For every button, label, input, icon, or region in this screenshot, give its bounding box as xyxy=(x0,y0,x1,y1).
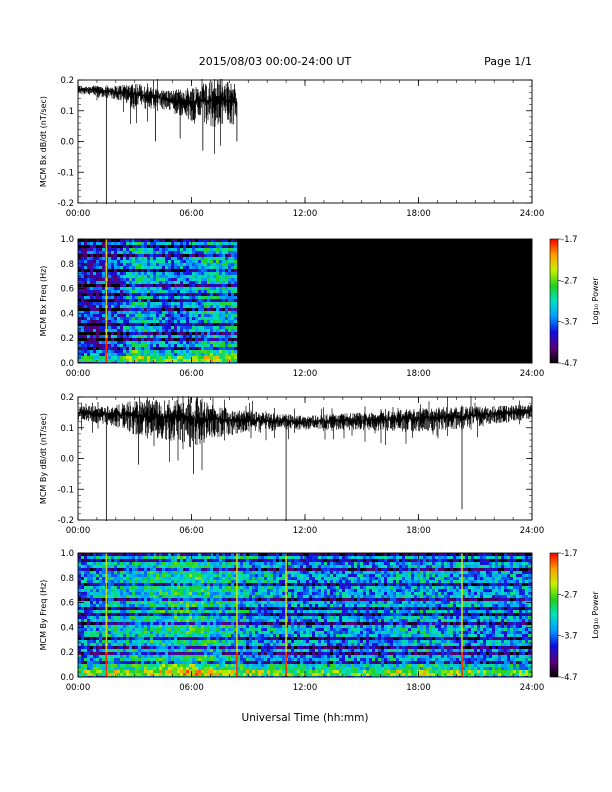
page-title: 2015/08/03 00:00-24:00 UT xyxy=(199,55,352,68)
y-tick-label: 0.6 xyxy=(60,599,74,609)
colorbar-tick-label: -3.7 xyxy=(561,632,578,642)
spectrogram-cells xyxy=(78,553,533,678)
colorbar-tick-label: -4.7 xyxy=(561,359,578,369)
colorbar-tick-label: -1.7 xyxy=(561,549,578,559)
spike-band-low xyxy=(105,652,108,677)
trace-group xyxy=(78,79,238,204)
colorbar-tick-label: -4.7 xyxy=(561,673,578,683)
x-tick-label: 06:00 xyxy=(179,209,204,219)
x-tick-label: 24:00 xyxy=(520,369,545,379)
x-tick-label: 00:00 xyxy=(66,683,91,693)
x-tick-label: 00:00 xyxy=(66,526,91,536)
y-tick-label: 0.8 xyxy=(60,574,74,584)
y-tick-label: 0.2 xyxy=(60,648,74,658)
x-tick-label: 06:00 xyxy=(179,526,204,536)
x-axis-label: Universal Time (hh:mm) xyxy=(242,712,369,724)
data-trace xyxy=(78,396,532,471)
x-tick-label: 12:00 xyxy=(293,526,318,536)
y-tick-label: 0.0 xyxy=(60,138,74,148)
spectrogram-cells xyxy=(78,239,238,364)
y-tick-label: -0.1 xyxy=(57,485,74,495)
y-tick-label: 0.2 xyxy=(60,393,74,403)
x-tick-label: 06:00 xyxy=(179,369,204,379)
spike-band-low xyxy=(236,652,238,677)
panel-1-timeseries: 00:00 06:00 12:00 18:00 24:00 0.2 0.1 0.0 -0.1 -0… xyxy=(39,76,545,219)
y-tick-label: 0.0 xyxy=(60,673,74,683)
x-tick-label: 24:00 xyxy=(520,683,545,693)
x-tick-label: 06:00 xyxy=(179,683,204,693)
x-tick-label: 18:00 xyxy=(406,683,431,693)
trace-group xyxy=(78,396,532,521)
colorbar: -1.7 -2.7 -3.7 -4.7 Log₁₀ Power xyxy=(549,549,600,683)
spike-band-low xyxy=(285,652,287,677)
y-tick-label: 0.8 xyxy=(60,260,74,270)
spike-band xyxy=(105,239,108,363)
x-tick-label: 12:00 xyxy=(293,209,318,219)
y-tick-label: 0.0 xyxy=(60,359,74,369)
colorbar-label: Log₁₀ Power xyxy=(591,591,600,639)
x-tick-label: 00:00 xyxy=(66,369,91,379)
y-tick-label: 0.4 xyxy=(60,309,74,319)
data-trace xyxy=(78,79,237,154)
colorbar-tick-label: -2.7 xyxy=(561,590,578,600)
y-tick-label: 1.0 xyxy=(60,235,74,245)
y-axis-label: MCM Bx dB/dt (nT/sec) xyxy=(39,96,48,187)
page-number: Page 1/1 xyxy=(484,55,532,68)
colorbar: -1.7 -2.7 -3.7 -4.7 Log₁₀ Power xyxy=(549,235,600,369)
y-axis-label: MCM By Freq (Hz) xyxy=(39,580,48,651)
y-axis-label: MCM By dB/dt (nT/sec) xyxy=(39,413,48,504)
colorbar-tick-label: -3.7 xyxy=(561,318,578,328)
colorbar-label: Log₁₀ Power xyxy=(591,277,600,325)
x-tick-label: 12:00 xyxy=(293,683,318,693)
spike-band xyxy=(461,553,463,677)
y-tick-label: 0.0 xyxy=(60,455,74,465)
x-tick-label: 18:00 xyxy=(406,526,431,536)
spike-band xyxy=(105,553,108,677)
y-tick-label: 0.6 xyxy=(60,285,74,295)
x-tick-label: 18:00 xyxy=(406,369,431,379)
x-tick-label: 24:00 xyxy=(520,209,545,219)
x-tick-label: 00:00 xyxy=(66,209,91,219)
y-tick-label: -0.2 xyxy=(57,199,74,209)
panel-3-timeseries: 00:00 06:00 12:00 18:00 24:00 0.2 0.1 0.0 -0.1 -0… xyxy=(39,393,545,536)
panel-2-spectrogram: -1.7 -2.7 -3.7 -4.7 Log₁₀ Power 00:00 06:00 12:… xyxy=(39,235,600,379)
panel-4-spectrogram: -1.7 -2.7 -3.7 -4.7 Log₁₀ Power 00:00 06:00 12:… xyxy=(39,549,600,693)
y-axis-label: MCM Bx Freq (Hz) xyxy=(39,266,48,337)
y-tick-label: -0.1 xyxy=(57,168,74,178)
spike-band-low xyxy=(461,652,463,677)
x-tick-label: 18:00 xyxy=(406,209,431,219)
y-tick-label: 0.1 xyxy=(60,424,74,434)
colorbar-tick-label: -1.7 xyxy=(561,235,578,245)
spike-band xyxy=(236,553,238,677)
colorbar-gradient xyxy=(549,238,559,364)
spike-band xyxy=(285,553,287,677)
colorbar-gradient xyxy=(549,552,559,678)
x-tick-label: 24:00 xyxy=(520,526,545,536)
x-tick-label: 12:00 xyxy=(293,369,318,379)
y-tick-label: 0.4 xyxy=(60,623,74,633)
y-tick-label: 0.1 xyxy=(60,107,74,117)
y-tick-label: 0.2 xyxy=(60,334,74,344)
y-tick-label: 0.2 xyxy=(60,76,74,86)
y-tick-label: -0.2 xyxy=(57,516,74,526)
spike-band-low xyxy=(105,338,108,363)
y-tick-label: 1.0 xyxy=(60,549,74,559)
colorbar-tick-label: -2.7 xyxy=(561,276,578,286)
